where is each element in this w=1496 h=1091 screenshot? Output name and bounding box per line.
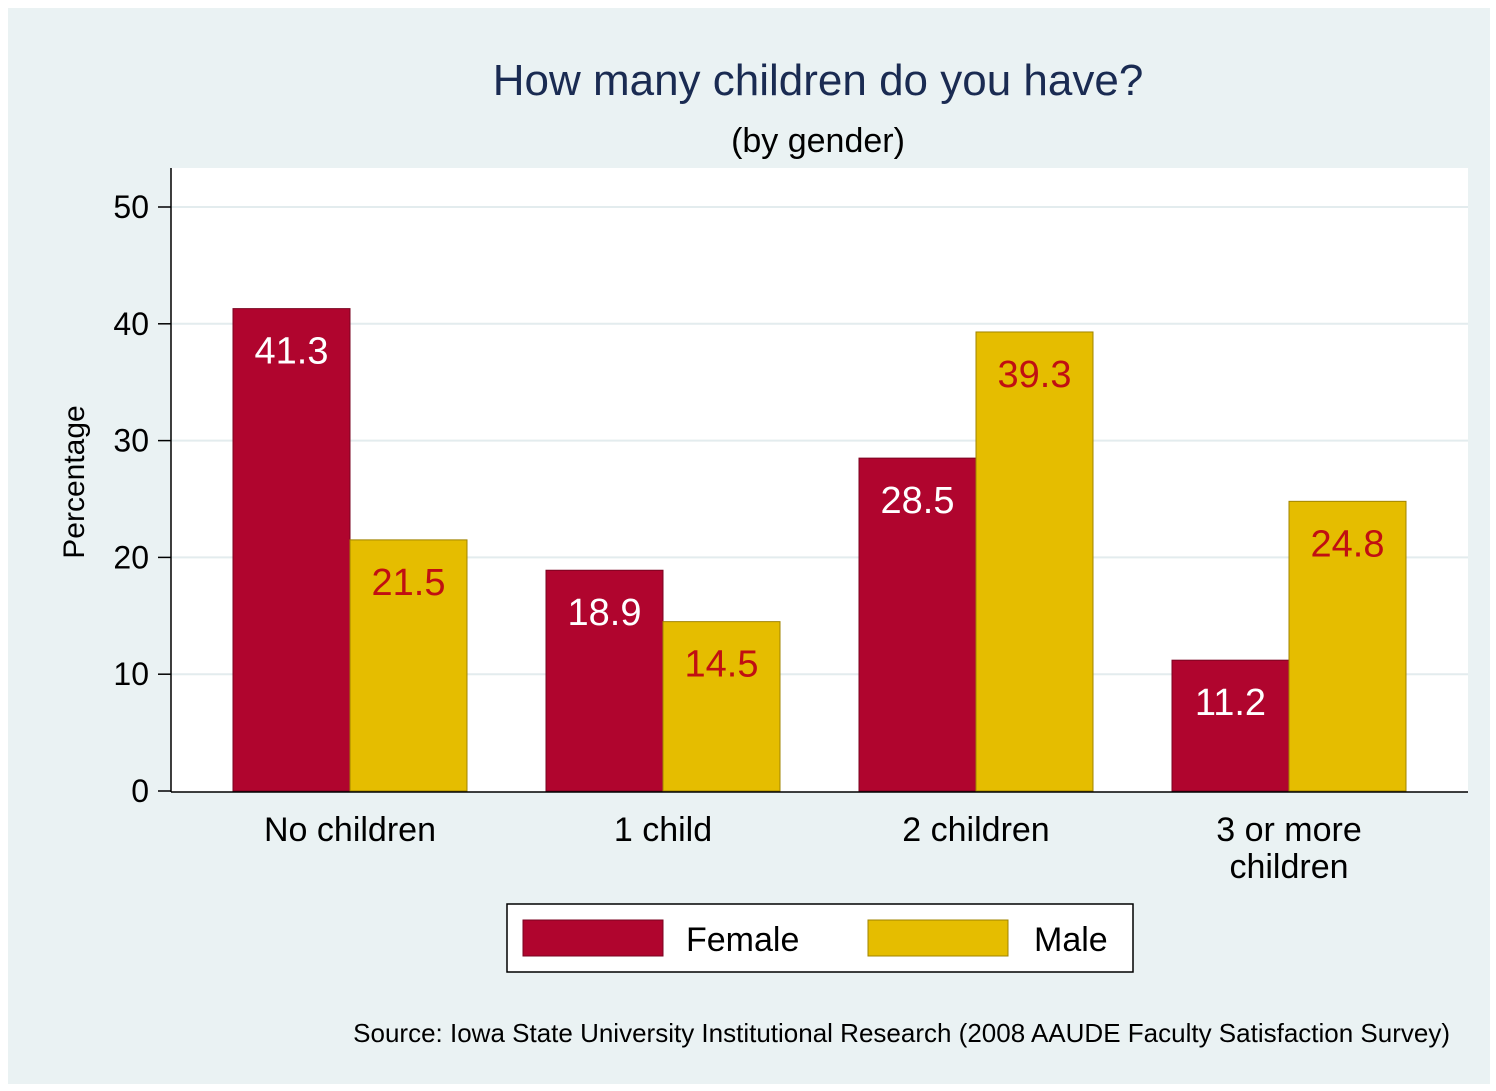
bar-female [232,308,351,792]
bar-male [349,539,468,792]
data-label: 21.5 [372,562,446,604]
legend-swatch-male [867,919,1009,957]
y-tick-label: 0 [131,773,149,809]
data-label: 24.8 [1311,523,1385,565]
data-label: 41.3 [255,331,329,373]
data-label: 28.5 [881,480,955,522]
bar-female [1171,659,1290,792]
x-category-label: 2 children [902,811,1049,849]
y-tick-label: 30 [113,423,149,459]
data-label: 14.5 [685,644,759,686]
y-tick-label: 40 [113,306,149,342]
chart-title: How many children do you have? [493,56,1144,105]
data-label: 39.3 [998,354,1072,396]
legend-label-female: Female [686,921,799,959]
y-tick-label: 10 [113,656,149,692]
y-tick-label: 50 [113,189,149,225]
bar-male [662,621,781,792]
source-note: Source: Iowa State University Institutio… [353,1018,1450,1048]
data-label: 18.9 [568,592,642,634]
x-category-label: 3 or more [1216,811,1362,849]
data-label: 11.2 [1195,682,1266,724]
x-category-label: children [1229,848,1348,886]
bar-male [1288,500,1407,792]
y-axis-label: Percentage [58,405,91,558]
chart-subtitle: (by gender) [731,122,905,160]
x-category-label: No children [264,811,436,849]
bar-female [545,569,664,792]
x-category-label: 1 child [614,811,712,849]
legend-swatch-female [522,919,664,957]
bar-female [858,457,977,792]
y-tick-label: 20 [113,539,149,575]
bar-male [975,331,1094,792]
legend-label-male: Male [1034,921,1108,959]
